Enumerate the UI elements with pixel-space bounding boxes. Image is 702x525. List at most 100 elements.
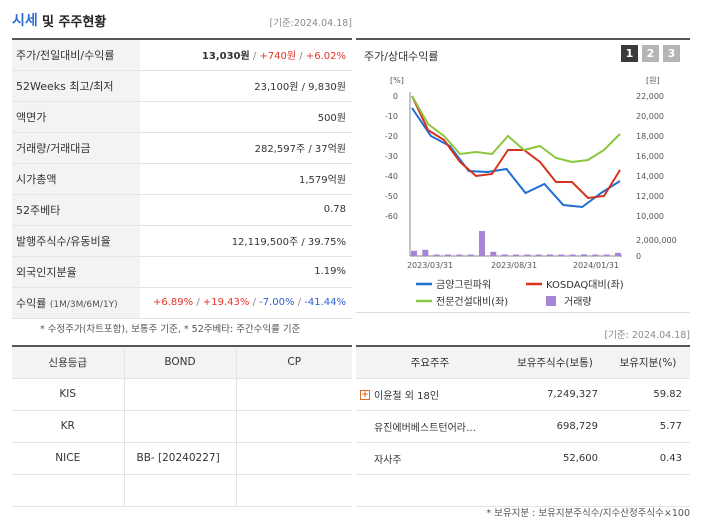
price-change: +740원 — [259, 51, 297, 63]
section-title: 시세 — [12, 13, 38, 29]
volume-bar — [501, 254, 508, 256]
x-axis-tick: 2023/03/31 — [407, 261, 453, 270]
return-6m: -7.00% — [259, 297, 295, 308]
expand-plus-icon[interactable]: + — [360, 389, 370, 400]
volume-bar — [558, 254, 565, 256]
holder-shares — [504, 474, 606, 507]
quote-footnote: * 수정주가(차트포함), 보통주 기준, * 52주베타: 주간수익률 기준 — [40, 324, 301, 335]
volume-bar — [411, 250, 417, 256]
holder-name: 자사주 — [356, 442, 504, 475]
return-1y: -41.44% — [304, 297, 346, 308]
quote-row: 액면가 500원 — [12, 101, 352, 133]
holder-row: 유진에버베스트턴어라… 698,729 5.77 — [356, 410, 690, 443]
left-axis-tick: -50 — [385, 192, 398, 201]
credit-row — [12, 474, 352, 507]
quote-row: 52Weeks 최고/최저 23,100원 / 9,830원 — [12, 70, 352, 102]
holder-row — [356, 474, 690, 507]
credit-header: 신용등급 — [12, 346, 125, 379]
holder-pct: 0.43 — [606, 442, 690, 475]
holder-header: 보유지분(%) — [606, 346, 690, 379]
holder-name: 유진에버베스트턴어라… — [356, 410, 504, 443]
price-change-pct: +6.02% — [305, 51, 346, 63]
holder-footnote: * 보유지분 : 보유지분주식수/지수산정주식수×100 — [486, 508, 690, 519]
right-axis-tick: 10,000 — [636, 212, 664, 221]
left-axis-tick: -10 — [385, 112, 398, 121]
holder-name: 이윤철 외 18인 — [374, 390, 440, 402]
series-line — [411, 95, 621, 200]
holder-pct: 5.77 — [606, 410, 690, 443]
quote-label: 액면가 — [12, 101, 140, 133]
chart-base-date: [기준: 2024.04.18] — [604, 330, 690, 341]
quote-label: 외국인지분율 — [12, 256, 140, 288]
credit-bond — [124, 474, 237, 507]
credit-bond — [124, 410, 237, 443]
volume-bar — [445, 254, 451, 256]
quote-value: 1.19% — [140, 256, 352, 288]
chart-button-3[interactable]: 3 — [663, 45, 680, 62]
credit-header: BOND — [124, 346, 237, 379]
volume-bar — [524, 254, 531, 256]
left-axis-tick: -30 — [385, 152, 398, 161]
holder-pct — [606, 474, 690, 507]
quote-label: 주가/전일대비/수익률 — [12, 39, 140, 71]
holder-row: + 이윤철 외 18인 7,249,327 59.82 — [356, 378, 690, 411]
quote-value: 500원 — [140, 101, 352, 133]
quote-row: 발행주식수/유동비율 12,119,500주 / 39.75% — [12, 225, 352, 257]
right-axis-tick: 20,000 — [636, 112, 664, 121]
right-axis-tick: 18,000 — [636, 132, 664, 141]
credit-agency — [12, 474, 125, 507]
quote-table: 주가/전일대비/수익률 13,030원 / +740원 / +6.02% 52W… — [12, 38, 352, 319]
chart-button-2[interactable]: 2 — [642, 45, 659, 62]
credit-header-row: 신용등급 BOND CP — [12, 346, 352, 379]
return-1m: +6.89% — [152, 297, 194, 308]
right-axis-tick: 12,000 — [636, 192, 664, 201]
legend-label: 전문건설대비(좌) — [436, 296, 508, 308]
quote-row: 외국인지분율 1.19% — [12, 256, 352, 288]
section-subtitle: 및 주주현황 — [42, 15, 107, 30]
x-axis-tick: 2023/08/31 — [491, 261, 537, 270]
quote-price-value: 13,030원 / +740원 / +6.02% — [140, 39, 352, 71]
volume-bar — [581, 254, 587, 256]
base-date: [기준:2024.04.18] — [269, 18, 353, 29]
holder-shares: 698,729 — [504, 410, 606, 443]
volume-bar — [456, 254, 463, 256]
holder-name-cell: + 이윤철 외 18인 — [356, 378, 504, 411]
quote-label: 발행주식수/유동비율 — [12, 225, 140, 257]
credit-header: CP — [236, 346, 352, 379]
returns-label-text: 수익률 — [16, 296, 47, 310]
chart-title: 주가/상대수익률 — [364, 50, 439, 63]
quote-value: 1,579억원 — [140, 163, 352, 195]
quote-value: 12,119,500주 / 39.75% — [140, 225, 352, 257]
quote-row-returns: 수익률 (1M/3M/6M/1Y) +6.89% / +19.43% / -7.… — [12, 287, 352, 319]
right-axis-tick: 14,000 — [636, 172, 664, 181]
x-axis-tick: 2024/01/31 — [573, 261, 619, 270]
holder-shares: 7,249,327 — [504, 378, 606, 411]
holder-row: 자사주 52,600 0.43 — [356, 442, 690, 475]
left-axis-tick: 0 — [393, 92, 398, 101]
volume-bar — [603, 254, 610, 256]
left-axis-unit: [%] — [390, 76, 404, 85]
holder-header: 보유주식수(보통) — [504, 346, 606, 379]
volume-bar — [490, 251, 497, 256]
holder-shares: 52,600 — [504, 442, 606, 475]
series-line — [411, 95, 621, 164]
quote-row: 주가/전일대비/수익률 13,030원 / +740원 / +6.02% — [12, 39, 352, 71]
credit-rating-table: 신용등급 BOND CP KIS KR NICE BB- [20240227] — [12, 345, 352, 507]
right-axis-unit: [원] — [646, 76, 660, 85]
holder-name — [356, 474, 504, 507]
quote-label: 52주베타 — [12, 194, 140, 226]
quote-row: 52주베타 0.78 — [12, 194, 352, 226]
credit-agency: KIS — [12, 378, 125, 411]
credit-cp — [236, 410, 352, 443]
credit-agency: NICE — [12, 442, 125, 475]
credit-bond — [124, 378, 237, 411]
legend-label: KOSDAQ대비(좌) — [546, 279, 624, 291]
returns-label-periods: (1M/3M/6M/1Y) — [49, 299, 118, 310]
quote-row: 거래량/거래대금 282,597주 / 37억원 — [12, 132, 352, 164]
holder-header: 주요주주 — [356, 346, 504, 379]
volume-bar — [467, 254, 474, 256]
return-3m: +19.43% — [202, 297, 250, 308]
chart-button-1[interactable]: 1 — [621, 45, 638, 62]
